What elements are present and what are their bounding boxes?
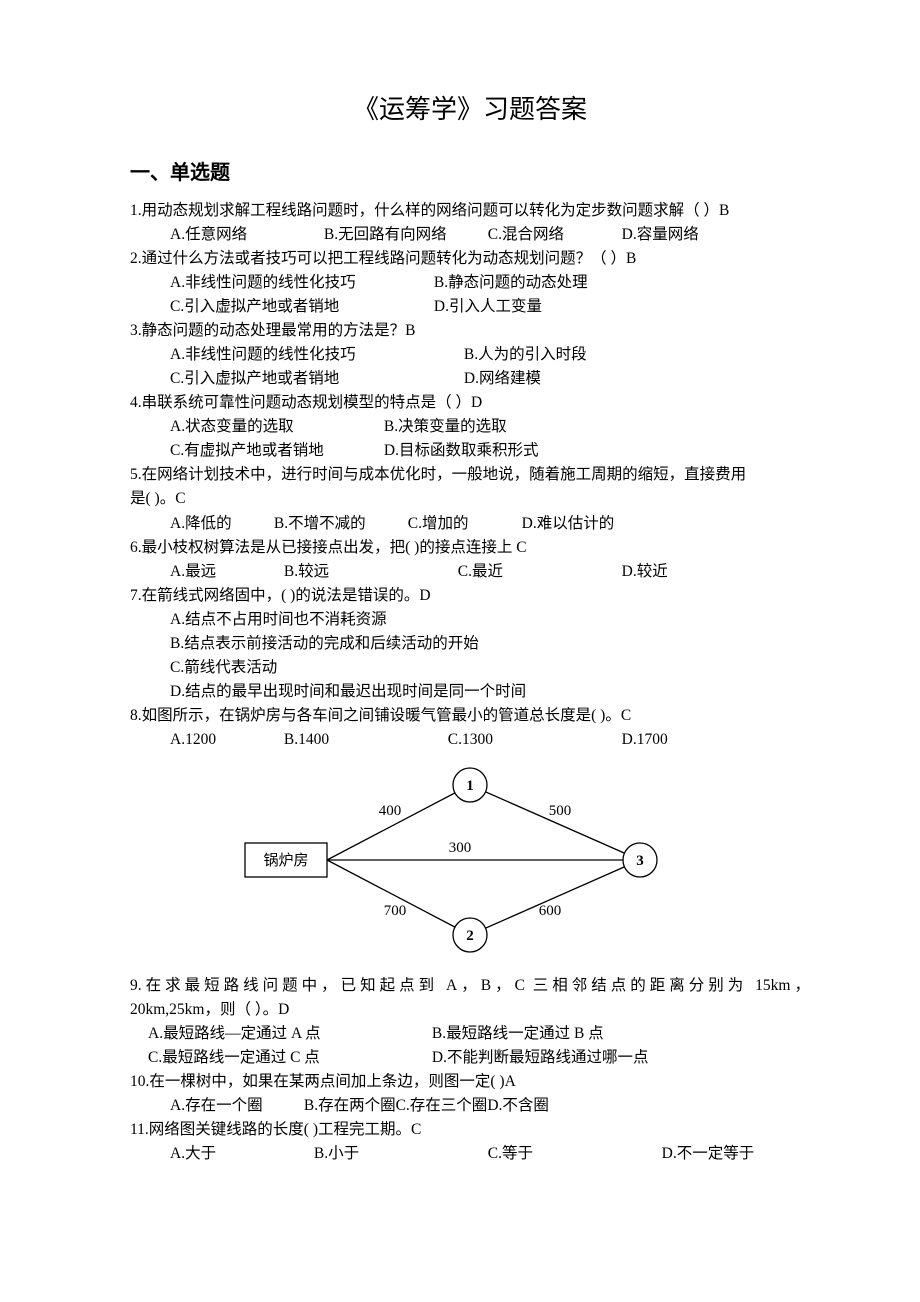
q3-text: 3.静态问题的动态处理最常用的方法是？B <box>130 319 810 343</box>
q4-d: D.目标函数取乘积形式 <box>384 439 539 463</box>
svg-text:400: 400 <box>379 803 402 819</box>
q5-b: B.不增不减的 <box>274 512 404 536</box>
section-heading: 一、单选题 <box>130 158 810 189</box>
q11-c: C.等于 <box>488 1142 658 1166</box>
q10-text: 10.在一棵树中，如果在某两点间加上条边，则图一定( )A <box>130 1070 810 1094</box>
q9-d: D.不能判断最短路线通过哪一点 <box>432 1049 649 1066</box>
q8-text: 8.如图所示，在锅炉房与各车间之间铺设暖气管最小的管道总长度是( )。C <box>130 704 810 728</box>
q5-options: A.降低的 B.不增不减的 C.增加的 D.难以估计的 <box>130 512 810 536</box>
q4-b: B.决策变量的选取 <box>384 415 507 439</box>
q7-a: A.结点不占用时间也不消耗资源 <box>170 608 387 632</box>
q6-d: D.较近 <box>622 560 668 584</box>
q2-b: B.静态问题的动态处理 <box>434 271 588 295</box>
q4-text: 4.串联系统可靠性问题动态规划模型的特点是（ ）D <box>130 391 810 415</box>
q5-a: A.降低的 <box>170 512 270 536</box>
q9-text2: 20km,25km，则（ ）。D <box>130 998 810 1022</box>
q10-d: D.不含圈 <box>487 1094 549 1118</box>
q3-options: A.非线性问题的线性化技巧 B.人为的引入时段 C.引入虚拟产地或者销地 D.网… <box>130 343 810 391</box>
q8-c: C.1300 <box>448 728 618 752</box>
q4-options: A.状态变量的选取 B.决策变量的选取 C.有虚拟产地或者销地 D.目标函数取乘… <box>130 415 810 463</box>
svg-text:3: 3 <box>636 853 644 869</box>
q3-a: A.非线性问题的线性化技巧 <box>170 343 460 367</box>
q3-d: D.网络建模 <box>464 367 541 391</box>
q1-a: A.任意网络 <box>170 223 320 247</box>
q1-options: A.任意网络 B.无回路有向网络 C.混合网络 D.容量网络 <box>130 223 810 247</box>
q11-d: D.不一定等于 <box>662 1142 755 1166</box>
q6-c: C.最近 <box>458 560 618 584</box>
q5-text2: 是( )。C <box>130 487 810 511</box>
q5-c: C.增加的 <box>408 512 518 536</box>
q7-text: 7.在箭线式网络固中，( )的说法是错误的。D <box>130 584 810 608</box>
q9-a: A.最短路线—定通过 A 点 <box>148 1022 428 1046</box>
page-title: 《运筹学》习题答案 <box>130 90 810 130</box>
q7-options: A.结点不占用时间也不消耗资源 B.结点表示前接活动的完成和后续活动的开始 C.… <box>130 608 810 704</box>
q10-a: A.存在一个圈 <box>170 1094 300 1118</box>
q8-options: A.1200 B.1400 C.1300 D.1700 <box>130 728 810 752</box>
q1-c: C.混合网络 <box>488 223 618 247</box>
q5-text1: 5.在网络计划技术中，进行时间与成本优化时，一般地说，随着施工周期的缩短，直接费… <box>130 463 810 487</box>
q9-options: A.最短路线—定通过 A 点 B.最短路线一定通过 B 点 C.最短路线一定通过… <box>130 1022 810 1070</box>
q3-b: B.人为的引入时段 <box>464 343 587 367</box>
q6-text: 6.最小枝权树算法是从已接接点出发，把( )的接点连接上 C <box>130 536 810 560</box>
svg-text:700: 700 <box>384 903 407 919</box>
q9-text1: 9.在求最短路线问题中，已知起点到 A，B，C 三相邻结点的距离分别为 15km… <box>130 974 810 998</box>
q2-text: 2.通过什么方法或者技巧可以把工程线路问题转化为动态规划问题？（ ）B <box>130 247 810 271</box>
q10-options: A.存在一个圈 B.存在两个圈C.存在三个圈D.不含圈 <box>130 1094 810 1118</box>
q5-d: D.难以估计的 <box>522 512 615 536</box>
q3-c: C.引入虚拟产地或者销地 <box>170 367 460 391</box>
q2-c: C.引入虚拟产地或者销地 <box>170 295 430 319</box>
svg-text:2: 2 <box>466 928 474 944</box>
q6-b: B.较远 <box>284 560 454 584</box>
q6-a: A.最远 <box>170 560 280 584</box>
q4-a: A.状态变量的选取 <box>170 415 380 439</box>
q1-text: 1.用动态规划求解工程线路问题时，什么样的网络问题可以转化为定步数问题求解（ ）… <box>130 199 810 223</box>
q2-options: A.非线性问题的线性化技巧 B.静态问题的动态处理 C.引入虚拟产地或者销地 D… <box>130 271 810 319</box>
q10-c: C.存在三个圈 <box>396 1094 488 1118</box>
q6-options: A.最远 B.较远 C.最近 D.较近 <box>130 560 810 584</box>
q8-d: D.1700 <box>622 728 668 752</box>
q4-c: C.有虚拟产地或者销地 <box>170 439 380 463</box>
q7-b: B.结点表示前接活动的完成和后续活动的开始 <box>170 632 479 656</box>
q1-b: B.无回路有向网络 <box>324 223 484 247</box>
q9-b: B.最短路线一定通过 B 点 <box>432 1025 604 1042</box>
q11-options: A.大于 B.小于 C.等于 D.不一定等于 <box>130 1142 810 1166</box>
q8-a: A.1200 <box>170 728 280 752</box>
q10-b: B.存在两个圈 <box>304 1094 396 1118</box>
q8-b: B.1400 <box>284 728 444 752</box>
q11-b: B.小于 <box>314 1142 484 1166</box>
q7-c: C.箭线代表活动 <box>170 656 277 680</box>
q11-a: A.大于 <box>170 1142 310 1166</box>
q2-a: A.非线性问题的线性化技巧 <box>170 271 430 295</box>
svg-text:1: 1 <box>466 778 474 794</box>
q8-figure: 锅炉房 1 2 3 400 500 300 700 600 <box>240 760 810 960</box>
q11-text: 11.网络图关键线路的长度( )工程完工期。C <box>130 1118 810 1142</box>
q9-c: C.最短路线一定通过 C 点 <box>148 1046 428 1070</box>
q1-d: D.容量网络 <box>622 223 699 247</box>
svg-text:500: 500 <box>549 803 572 819</box>
svg-text:300: 300 <box>449 840 472 856</box>
svg-text:600: 600 <box>539 903 562 919</box>
q7-d: D.结点的最早出现时间和最迟出现时间是同一个时间 <box>170 680 526 704</box>
q2-d: D.引入人工变量 <box>434 295 542 319</box>
svg-text:锅炉房: 锅炉房 <box>263 852 308 869</box>
